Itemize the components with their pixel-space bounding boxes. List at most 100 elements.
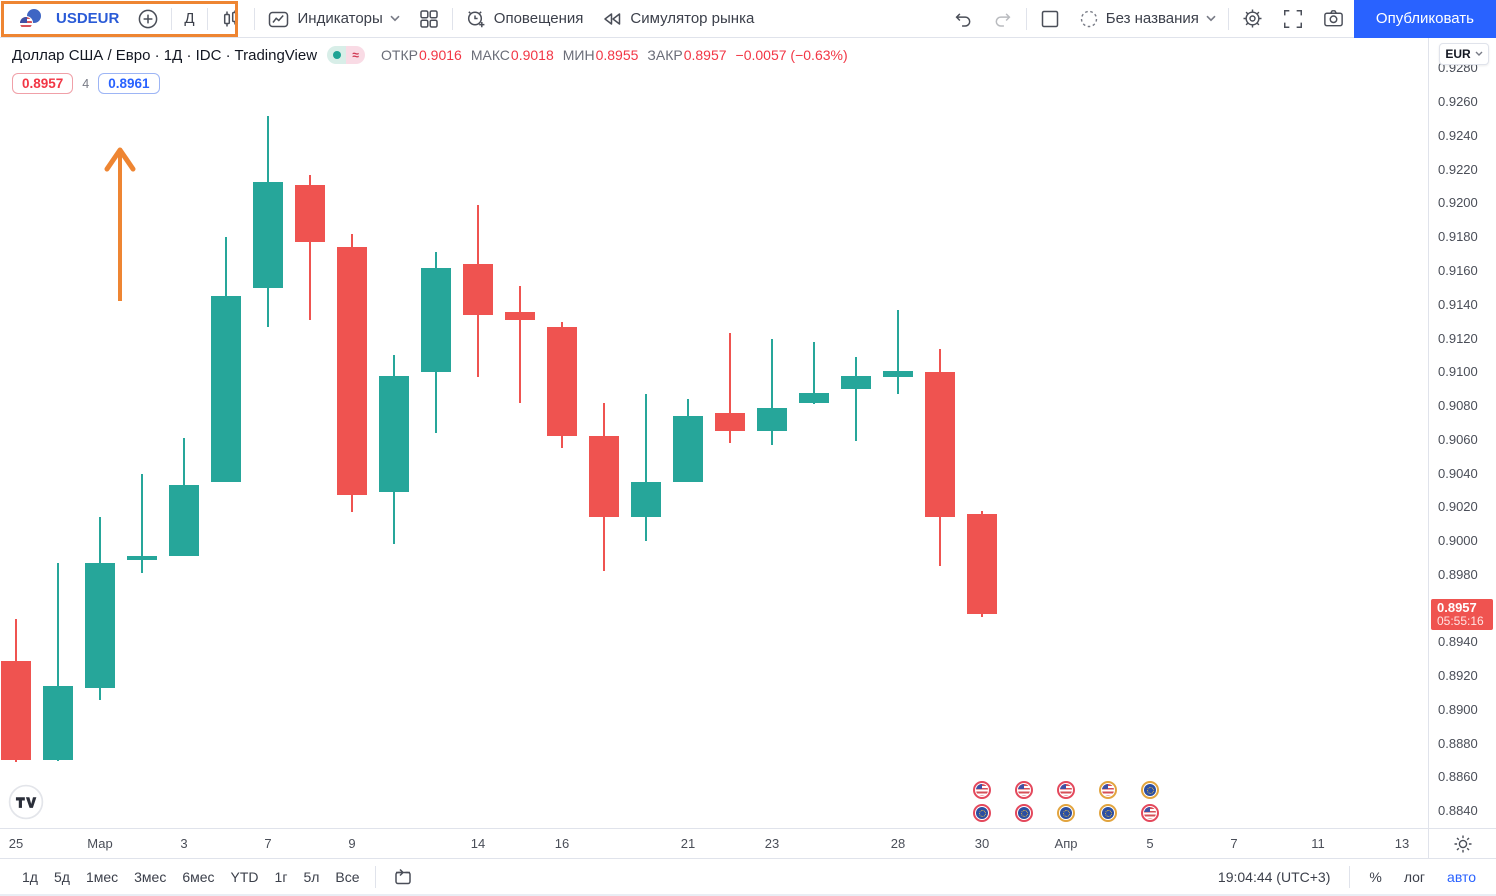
divider bbox=[1025, 7, 1027, 30]
eu-flag-event[interactable] bbox=[1099, 804, 1117, 822]
time-tick-label: Мар bbox=[87, 836, 113, 851]
percent-scale-button[interactable]: % bbox=[1369, 868, 1382, 885]
clock-timezone-button[interactable]: 19:04:44 (UTC+3) bbox=[1217, 868, 1331, 885]
save-layout-button[interactable]: Без названия bbox=[1070, 4, 1225, 34]
open-value: 0.9016 bbox=[418, 47, 462, 63]
eu-flag-icon bbox=[1060, 807, 1072, 819]
log-scale-button[interactable]: лог bbox=[1403, 868, 1426, 885]
change-value: −0.0057 (−0.63%) bbox=[735, 47, 848, 63]
price-tick-label: 0.9260 bbox=[1438, 94, 1478, 110]
candle-wick bbox=[519, 286, 521, 403]
range-button-5д[interactable]: 5д bbox=[53, 868, 70, 885]
range-button-Все[interactable]: Все bbox=[335, 868, 360, 885]
us-flag-icon bbox=[1018, 784, 1030, 796]
time-tick-label: 3 bbox=[180, 836, 188, 851]
range-button-1мес[interactable]: 1мес bbox=[85, 868, 119, 885]
currency-label: EUR bbox=[1445, 47, 1471, 61]
candle-wick bbox=[897, 309, 899, 395]
interval-button[interactable]: Д bbox=[175, 4, 203, 34]
chart-pane[interactable]: Доллар США / Евро · 1Д · IDC · TradingVi… bbox=[0, 38, 1428, 828]
replay-rewind-icon bbox=[601, 8, 623, 30]
range-button-YTD[interactable]: YTD bbox=[230, 868, 259, 885]
chart-legend: Доллар США / Евро · 1Д · IDC · TradingVi… bbox=[12, 46, 848, 94]
status-badge[interactable]: ≈ bbox=[327, 46, 366, 64]
price-tick-label: 0.8860 bbox=[1438, 769, 1478, 785]
range-button-5л[interactable]: 5л bbox=[303, 868, 320, 885]
indicators-button[interactable]: Индикаторы bbox=[258, 4, 409, 34]
range-button-1г[interactable]: 1г bbox=[274, 868, 288, 885]
layout-select-button[interactable] bbox=[1030, 4, 1070, 34]
chevron-down-icon bbox=[1206, 15, 1216, 22]
time-tick-label: 9 bbox=[348, 836, 356, 851]
alerts-label: Оповещения bbox=[493, 10, 584, 27]
candle-body bbox=[673, 416, 703, 482]
time-axis[interactable]: 25 Мар 3 7 9 14 16 21 23 28 30 Апр 5 7 11 13 bbox=[0, 828, 1428, 858]
candle-body bbox=[337, 247, 367, 496]
close-value: 0.8957 bbox=[683, 47, 727, 63]
currency-unit-button[interactable]: EUR bbox=[1439, 43, 1489, 65]
us-flag-event[interactable] bbox=[973, 781, 991, 799]
open-label: ОТКР bbox=[381, 47, 418, 63]
price-tick-label: 0.8940 bbox=[1438, 634, 1478, 650]
divider bbox=[374, 865, 376, 888]
chevron-down-icon bbox=[1475, 51, 1483, 56]
symbol-title[interactable]: Доллар США / Евро · 1Д · IDC · TradingVi… bbox=[12, 46, 318, 64]
time-tick-label: 16 bbox=[554, 836, 570, 851]
candle-wick bbox=[57, 563, 59, 761]
redo-button[interactable] bbox=[983, 4, 1023, 34]
bid-price-button[interactable]: 0.8957 bbox=[12, 73, 74, 94]
publish-button[interactable]: Опубликовать bbox=[1353, 0, 1496, 38]
settings-button[interactable] bbox=[1232, 4, 1273, 34]
window-edge bbox=[0, 894, 1496, 896]
candle-body bbox=[547, 326, 577, 437]
alerts-button[interactable]: Оповещения bbox=[456, 4, 593, 34]
auto-scale-button[interactable]: авто bbox=[1447, 868, 1476, 885]
goto-date-button[interactable] bbox=[383, 862, 423, 892]
replay-label: Симулятор рынка bbox=[630, 10, 755, 27]
time-tick-label: 5 bbox=[1146, 836, 1154, 851]
divider bbox=[171, 7, 173, 30]
ask-price-button[interactable]: 0.8961 bbox=[98, 73, 160, 94]
fullscreen-button[interactable] bbox=[1273, 4, 1313, 34]
compare-add-button[interactable] bbox=[128, 4, 168, 34]
gear-icon bbox=[1241, 7, 1264, 30]
spread-value: 4 bbox=[82, 76, 90, 91]
range-button-6мес[interactable]: 6мес bbox=[182, 868, 215, 885]
alarm-plus-icon bbox=[465, 8, 487, 30]
eu-flag-event[interactable] bbox=[973, 804, 991, 822]
snapshot-button[interactable] bbox=[1313, 4, 1354, 34]
undo-icon bbox=[952, 8, 974, 30]
undo-button[interactable] bbox=[943, 4, 983, 34]
us-flag-event[interactable] bbox=[1141, 804, 1159, 822]
eu-flag-event[interactable] bbox=[1057, 804, 1075, 822]
divider bbox=[253, 7, 255, 30]
grid-layout-button[interactable] bbox=[409, 4, 449, 34]
divider bbox=[1349, 865, 1351, 888]
axis-settings-corner[interactable] bbox=[1428, 828, 1496, 858]
bottom-right-group: 19:04:44 (UTC+3) % лог авто bbox=[1212, 865, 1496, 888]
us-flag-icon bbox=[1144, 807, 1156, 819]
symbol-search-button[interactable]: USDEUR bbox=[10, 4, 128, 34]
replay-button[interactable]: Симулятор рынка bbox=[592, 4, 763, 34]
us-flag-event[interactable] bbox=[1057, 781, 1075, 799]
redo-icon bbox=[992, 8, 1014, 30]
up-arrow-annotation[interactable] bbox=[100, 141, 140, 309]
tv-logo[interactable] bbox=[8, 784, 44, 820]
eu-flag-event[interactable] bbox=[1141, 781, 1159, 799]
ohlc-values: ОТКР 0.9016 МАКС 0.9018 МИН 0.8955 ЗАКР 0.89… bbox=[381, 47, 848, 63]
range-button-3мес[interactable]: 3мес bbox=[134, 868, 167, 885]
last-price-label: 0.8957 05:55:16 bbox=[1431, 598, 1493, 630]
eu-flag-event[interactable] bbox=[1015, 804, 1033, 822]
candle-body bbox=[925, 372, 955, 518]
us-flag-event[interactable] bbox=[1015, 781, 1033, 799]
interval-label: Д bbox=[184, 10, 195, 27]
price-axis[interactable]: 0.9280 0.9260 0.9240 0.9220 0.9200 0.9180 0.91… bbox=[1428, 38, 1496, 828]
price-tick-label: 0.9020 bbox=[1438, 499, 1478, 515]
candle-body bbox=[379, 375, 409, 493]
us-flag-event[interactable] bbox=[1099, 781, 1117, 799]
range-button-1д[interactable]: 1д bbox=[22, 868, 38, 885]
price-tick-label: 0.9040 bbox=[1438, 465, 1478, 481]
candle-wick bbox=[309, 174, 311, 320]
chart-style-button[interactable] bbox=[211, 4, 251, 34]
